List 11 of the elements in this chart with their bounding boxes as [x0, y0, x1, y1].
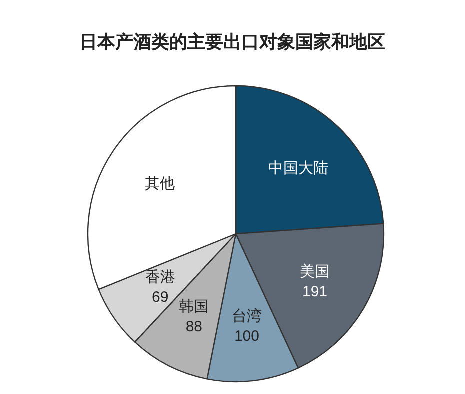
data-label: 88 [186, 318, 203, 336]
chart-title: 日本产酒类的主要出口对象国家和地区 [80, 32, 386, 52]
slice-label: 韩国 [179, 298, 210, 316]
data-label: 69 [152, 288, 169, 306]
slice-label: 台湾 [232, 308, 262, 326]
slice-label: 香港 [145, 268, 176, 286]
slice-label: 其他 [144, 176, 175, 193]
data-label: 100 [234, 328, 260, 346]
data-label: 191 [302, 284, 328, 301]
slice-label: 中国大陆 [268, 160, 329, 177]
slice-label: 美国 [300, 264, 330, 281]
